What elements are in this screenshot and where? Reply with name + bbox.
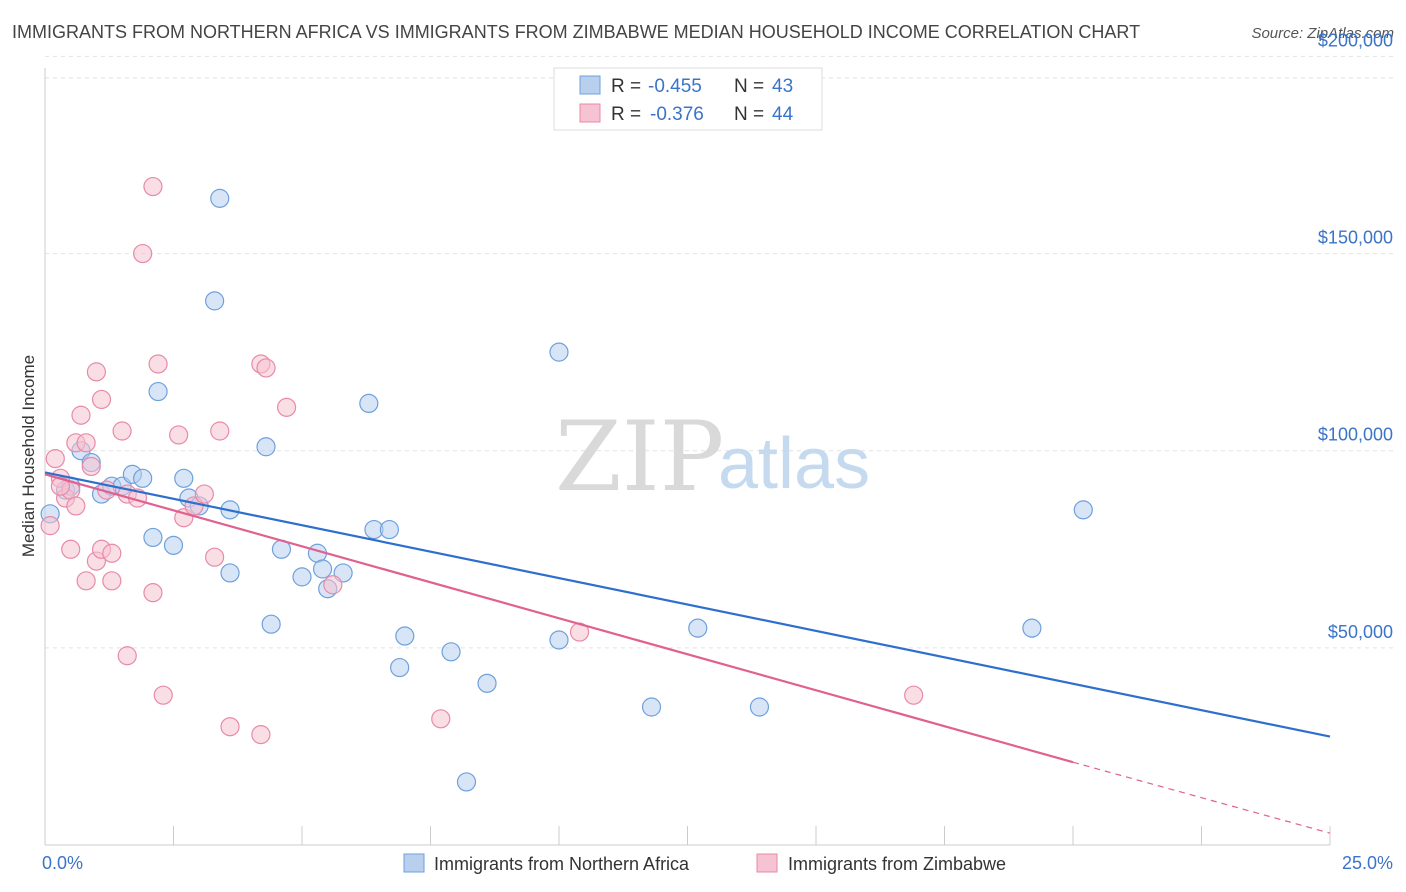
- y-tick-label-0: $50,000: [1328, 622, 1393, 642]
- legend-r-label-2: R =: [611, 104, 641, 125]
- point-north-africa-20: [256, 437, 276, 457]
- point-zimbabwe-24: [143, 176, 163, 197]
- trend-lines: [44, 471, 1331, 834]
- point-zimbabwe-7: [66, 496, 86, 516]
- bottom-legend-swatch-blue: [403, 853, 425, 873]
- point-zimbabwe-10: [76, 571, 96, 591]
- point-zimbabwe-40: [431, 709, 451, 729]
- point-north-africa-17: [210, 188, 230, 208]
- point-zimbabwe-26: [148, 354, 168, 374]
- legend-n-label-2: N =: [734, 104, 764, 125]
- point-zimbabwe-32: [205, 547, 225, 567]
- point-zimbabwe-22: [133, 243, 153, 264]
- x-ticks: [44, 826, 1331, 845]
- point-zimbabwe-31: [194, 484, 214, 504]
- point-north-africa-13: [174, 468, 194, 488]
- point-zimbabwe-14: [91, 389, 112, 410]
- watermark: ZIP atlas: [555, 401, 870, 513]
- trend-line-zimbabwe-extension: [1072, 761, 1331, 834]
- y-tick-labels: $50,000 $100,000 $150,000 $200,000: [1318, 30, 1393, 641]
- point-north-africa-31: [390, 657, 410, 678]
- point-north-africa-23: [292, 567, 312, 587]
- gridlines: [45, 55, 1395, 649]
- legend-swatch-blue: [579, 75, 601, 95]
- point-north-africa-10: [143, 527, 163, 548]
- x-tick-label-1: 25.0%: [1342, 853, 1393, 873]
- point-north-africa-38: [641, 697, 662, 717]
- point-zimbabwe-34: [220, 717, 240, 737]
- point-zimbabwe-43: [50, 476, 71, 496]
- y-axis-label: Median Household Income: [19, 355, 38, 557]
- point-zimbabwe-27: [153, 685, 173, 705]
- bottom-legend-label-pink: Immigrants from Zimbabwe: [788, 854, 1006, 874]
- point-north-africa-42: [1073, 500, 1093, 520]
- point-zimbabwe-20: [117, 646, 137, 666]
- trend-line-north-africa: [44, 471, 1331, 738]
- y-tick-label-3: $200,000: [1318, 30, 1393, 50]
- point-north-africa-30: [379, 519, 399, 540]
- point-north-africa-37: [549, 342, 569, 362]
- point-zimbabwe-1: [45, 449, 65, 469]
- point-zimbabwe-42: [904, 685, 924, 705]
- chart-title: IMMIGRANTS FROM NORTHERN AFRICA VS IMMIG…: [12, 22, 1141, 42]
- point-zimbabwe-11: [81, 456, 101, 477]
- point-north-africa-36: [549, 630, 569, 650]
- point-north-africa-33: [441, 642, 461, 662]
- point-zimbabwe-4: [61, 539, 81, 559]
- legend-r-label-1: R =: [611, 76, 641, 97]
- point-zimbabwe-37: [256, 358, 276, 378]
- point-zimbabwe-8: [71, 405, 91, 425]
- point-zimbabwe-9: [76, 433, 96, 453]
- legend-r-value-2: -0.376: [650, 104, 704, 125]
- point-north-africa-9: [133, 468, 153, 488]
- point-north-africa-39: [688, 618, 708, 638]
- point-zimbabwe-17: [102, 571, 122, 591]
- point-north-africa-21: [261, 614, 281, 634]
- bottom-legend: Immigrants from Northern Africa Immigran…: [403, 853, 1006, 874]
- point-north-africa-34: [456, 772, 477, 792]
- legend-swatch-pink: [579, 103, 601, 123]
- point-north-africa-28: [359, 393, 379, 413]
- watermark-zip: ZIP: [555, 401, 724, 513]
- y-tick-label-1: $100,000: [1318, 425, 1393, 445]
- point-zimbabwe-25: [143, 583, 163, 603]
- point-north-africa-32: [395, 626, 415, 646]
- x-tick-labels: 0.0% 25.0%: [42, 853, 1393, 873]
- point-north-africa-41: [1022, 618, 1042, 638]
- legend-n-label-1: N =: [734, 76, 764, 97]
- point-north-africa-40: [749, 697, 770, 717]
- point-north-africa-11: [148, 381, 168, 402]
- point-zimbabwe-33: [210, 421, 230, 441]
- point-zimbabwe-39: [323, 575, 343, 595]
- legend-n-value-2: 44: [772, 104, 794, 125]
- top-legend: R = -0.455 N = 43 R = -0.376 N = 44: [553, 67, 823, 131]
- bottom-legend-swatch-pink: [756, 853, 778, 873]
- point-zimbabwe-35: [251, 724, 271, 745]
- point-zimbabwe-12: [86, 362, 107, 382]
- point-north-africa-25: [312, 559, 333, 579]
- point-zimbabwe-19: [112, 421, 132, 441]
- chart-source: Source: ZipAtlas.com: [1251, 25, 1394, 42]
- legend-n-value-1: 43: [772, 76, 793, 97]
- point-zimbabwe-28: [169, 425, 189, 445]
- point-north-africa-35: [477, 673, 497, 693]
- point-north-africa-12: [163, 535, 184, 555]
- trend-line-zimbabwe: [44, 473, 1074, 764]
- point-zimbabwe-38: [276, 397, 297, 417]
- legend-r-value-1: -0.455: [648, 76, 702, 97]
- x-tick-label-0: 0.0%: [42, 853, 83, 873]
- point-north-africa-19: [220, 563, 240, 583]
- point-zimbabwe-18: [102, 543, 122, 563]
- y-tick-label-2: $150,000: [1318, 228, 1393, 248]
- point-zimbabwe-0: [40, 516, 60, 536]
- point-north-africa-16: [205, 291, 225, 311]
- bottom-legend-label-blue: Immigrants from Northern Africa: [434, 854, 690, 874]
- watermark-atlas: atlas: [718, 424, 870, 504]
